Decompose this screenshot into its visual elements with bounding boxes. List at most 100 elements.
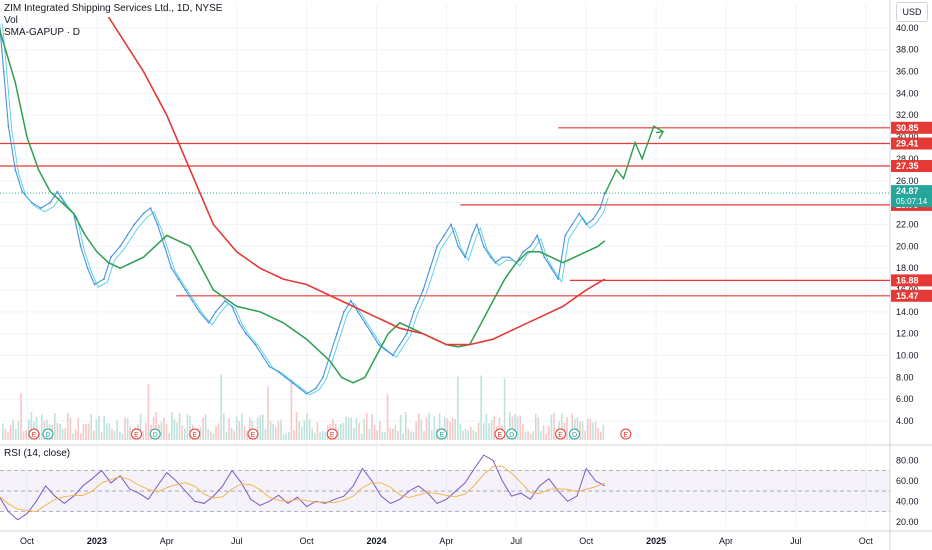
price-tick-label: 14.00 — [896, 307, 919, 317]
volume-legend[interactable]: Vol — [4, 15, 18, 26]
time-tick-label: Jul — [790, 536, 802, 546]
volume-bar — [503, 378, 506, 440]
price-tick-label: 30.00 — [896, 132, 919, 142]
volume-bar — [215, 426, 217, 440]
volume-bar — [350, 417, 352, 440]
volume-bar — [449, 421, 451, 440]
price-tick-label: 12.00 — [896, 329, 919, 339]
volume-bar — [106, 423, 108, 440]
volume-bar — [298, 421, 300, 440]
volume-bar — [246, 431, 248, 440]
volume-bar — [25, 429, 27, 440]
price-tick-label: 32.00 — [896, 110, 919, 120]
price-tick-label: 6.00 — [896, 394, 914, 404]
level-badge — [891, 160, 932, 173]
volume-bar — [405, 412, 407, 440]
price-point — [149, 207, 152, 209]
time-axis[interactable]: Oct 2023 Apr Jul Oct 2024 Apr Jul Oct 2025 Apr Jul O… — [20, 536, 873, 546]
volume-bar — [64, 428, 66, 440]
event-marker — [620, 428, 632, 440]
volume-bar — [275, 427, 277, 440]
price-point — [291, 381, 294, 384]
volume-bar — [579, 421, 581, 440]
price-point — [21, 190, 24, 193]
volume-bar — [457, 376, 459, 440]
time-tick-label: Oct — [300, 536, 315, 546]
volume-bar — [41, 414, 43, 440]
chart-legend: ZIM Integrated Shipping Services Ltd., 1… — [4, 3, 222, 39]
volume-bar — [113, 430, 116, 440]
rsi-legend[interactable]: RSI (14, close) — [4, 448, 71, 459]
price-tick-label: 38.00 — [896, 45, 919, 55]
level-badge — [891, 121, 932, 134]
volume-bar — [280, 419, 282, 440]
volume-bar — [204, 414, 207, 440]
volume-bar — [267, 386, 269, 440]
volume-bar — [288, 432, 290, 440]
price-tick-label: 26.00 — [896, 176, 919, 186]
volume-bar — [384, 432, 386, 440]
price-series — [0, 16, 665, 396]
price-tick-label: 22.00 — [896, 219, 919, 229]
volume-bar — [363, 418, 365, 440]
event-marker — [555, 428, 567, 440]
indicator-legend[interactable]: SMA-GAPUP · D — [4, 27, 80, 38]
price-point — [40, 207, 42, 209]
volume-bar — [301, 427, 303, 440]
price-point — [156, 223, 159, 226]
price-point — [543, 256, 546, 259]
price-point — [501, 256, 504, 259]
price-point — [412, 310, 415, 313]
currency-button[interactable]: USD — [896, 2, 928, 22]
volume-bar — [223, 413, 225, 440]
volume-bar — [311, 428, 313, 440]
volume-bar — [90, 414, 92, 440]
price-point — [429, 267, 431, 270]
rsi-tick-label: 40.00 — [896, 496, 919, 506]
price-point — [142, 212, 145, 215]
volume-bar — [485, 413, 488, 440]
volume-bar — [438, 413, 441, 440]
price-point — [30, 201, 33, 204]
price-point — [384, 349, 387, 351]
symbol-title[interactable]: ZIM Integrated Shipping Services Ltd., 1… — [4, 3, 223, 14]
volume-bar — [373, 424, 376, 440]
volume-bar — [121, 433, 124, 440]
price-point — [277, 371, 280, 373]
volume-bar — [168, 432, 170, 440]
price-point — [536, 234, 539, 237]
fast-ma-line — [2, 23, 609, 396]
volume-bar — [171, 412, 173, 440]
volume-bar — [602, 425, 605, 440]
volume-bar — [483, 422, 485, 440]
price-point — [471, 234, 473, 237]
volume-bar — [77, 417, 79, 440]
event-marker-letter: D — [45, 432, 50, 439]
volume-bar — [243, 426, 246, 440]
time-tick-label: Apr — [160, 536, 174, 546]
volume-bar — [550, 414, 553, 440]
volume-bar — [444, 417, 446, 440]
price-point — [56, 190, 59, 193]
price-point — [370, 332, 373, 335]
level-badge-label: 29.41 — [896, 139, 919, 149]
volume-bar — [571, 413, 573, 440]
event-marker-letter: D — [509, 432, 514, 439]
event-marker-letter: E — [192, 432, 197, 439]
price-point — [349, 300, 352, 302]
event-marker — [189, 428, 201, 440]
volume-bar — [61, 428, 64, 440]
volume-bar — [184, 428, 186, 440]
price-point — [356, 310, 359, 313]
volume-bar — [464, 428, 467, 440]
volume-bar — [418, 413, 420, 440]
volume-bar — [17, 421, 20, 440]
volume-bar — [514, 413, 516, 440]
price-point — [557, 278, 560, 280]
volume-bar — [451, 417, 454, 440]
volume-bar — [15, 428, 17, 440]
time-tick-label: Jul — [511, 536, 523, 546]
volume-bar — [80, 433, 82, 440]
price-point — [398, 343, 401, 346]
